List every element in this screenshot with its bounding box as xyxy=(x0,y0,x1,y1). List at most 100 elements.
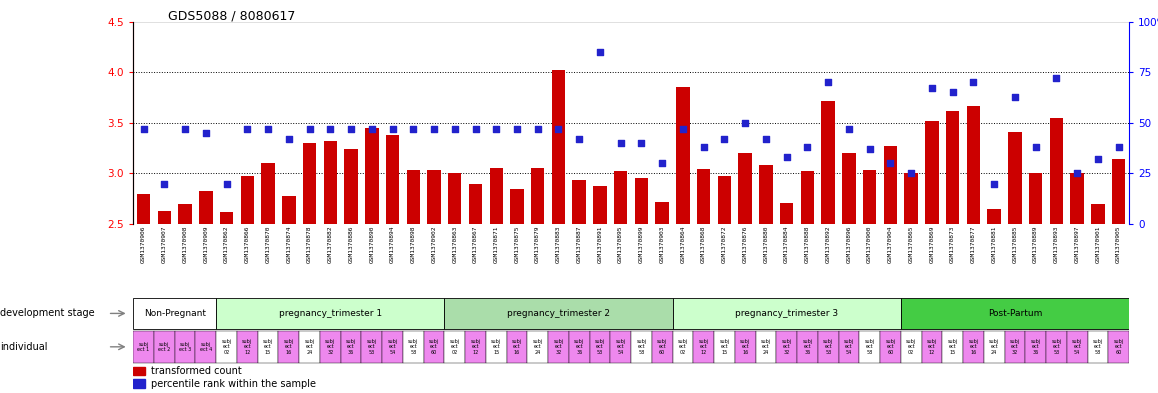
Text: GSM1370896: GSM1370896 xyxy=(846,226,851,263)
Bar xyxy=(365,128,379,224)
Point xyxy=(488,126,506,132)
Bar xyxy=(137,194,151,224)
Bar xyxy=(904,173,918,224)
Bar xyxy=(739,153,752,224)
Bar xyxy=(386,135,400,224)
FancyBboxPatch shape xyxy=(776,331,797,363)
FancyBboxPatch shape xyxy=(1046,331,1067,363)
Text: GSM1370880: GSM1370880 xyxy=(763,226,769,263)
FancyBboxPatch shape xyxy=(755,331,776,363)
Bar xyxy=(220,212,233,224)
Point xyxy=(239,126,257,132)
Point xyxy=(528,126,547,132)
Text: GSM1370903: GSM1370903 xyxy=(660,226,665,263)
Bar xyxy=(1112,159,1126,224)
Bar xyxy=(1091,204,1105,224)
Text: GSM1370866: GSM1370866 xyxy=(244,226,250,263)
Point xyxy=(881,160,900,166)
Text: subj
ect
32: subj ect 32 xyxy=(1010,339,1020,355)
Bar xyxy=(988,209,1001,224)
Point xyxy=(507,126,526,132)
Text: subj
ect
58: subj ect 58 xyxy=(1093,339,1102,355)
Bar xyxy=(448,173,462,224)
Text: GSM1370889: GSM1370889 xyxy=(1033,226,1039,263)
Point xyxy=(362,126,381,132)
FancyBboxPatch shape xyxy=(527,331,548,363)
FancyBboxPatch shape xyxy=(175,331,196,363)
Bar xyxy=(178,204,192,224)
Point xyxy=(632,140,651,146)
Text: GSM1370907: GSM1370907 xyxy=(162,226,167,263)
Text: GDS5088 / 8080617: GDS5088 / 8080617 xyxy=(168,10,295,23)
FancyBboxPatch shape xyxy=(424,331,445,363)
Text: subj
ect
60: subj ect 60 xyxy=(658,339,667,355)
Text: subj
ect
15: subj ect 15 xyxy=(947,339,958,355)
FancyBboxPatch shape xyxy=(278,331,299,363)
Text: individual: individual xyxy=(0,342,47,352)
Point xyxy=(404,126,423,132)
Text: GSM1370875: GSM1370875 xyxy=(514,226,520,263)
Point xyxy=(279,136,298,142)
Text: subj
ect
24: subj ect 24 xyxy=(305,339,315,355)
Point xyxy=(570,136,588,142)
Text: GSM1370864: GSM1370864 xyxy=(681,226,686,263)
Bar xyxy=(863,171,877,224)
FancyBboxPatch shape xyxy=(403,331,424,363)
Point xyxy=(1047,75,1065,81)
Text: subj
ect
12: subj ect 12 xyxy=(470,339,481,355)
FancyBboxPatch shape xyxy=(673,331,694,363)
Text: subj
ect
53: subj ect 53 xyxy=(595,339,604,355)
Text: subj
ect 3: subj ect 3 xyxy=(179,342,191,352)
FancyBboxPatch shape xyxy=(1087,331,1108,363)
FancyBboxPatch shape xyxy=(320,331,340,363)
Point xyxy=(446,126,464,132)
Text: subj
ect
36: subj ect 36 xyxy=(574,339,585,355)
FancyBboxPatch shape xyxy=(217,298,445,329)
Text: subj
ect
16: subj ect 16 xyxy=(284,339,294,355)
Bar xyxy=(676,87,690,224)
Point xyxy=(467,126,485,132)
Point xyxy=(674,126,692,132)
Text: subj
ect
60: subj ect 60 xyxy=(428,339,439,355)
Text: GSM1370902: GSM1370902 xyxy=(432,226,437,263)
Point xyxy=(840,126,858,132)
FancyBboxPatch shape xyxy=(963,331,984,363)
FancyBboxPatch shape xyxy=(1025,331,1046,363)
Text: subj
ect
24: subj ect 24 xyxy=(989,339,999,355)
Point xyxy=(902,170,921,176)
Bar xyxy=(925,121,939,224)
Point xyxy=(695,144,713,150)
Bar xyxy=(697,169,711,224)
Text: GSM1370883: GSM1370883 xyxy=(556,226,560,263)
Bar xyxy=(133,380,145,388)
Bar xyxy=(1049,118,1063,224)
Text: GSM1370879: GSM1370879 xyxy=(535,226,541,263)
Point xyxy=(258,126,277,132)
Text: subj
ect
54: subj ect 54 xyxy=(1072,339,1083,355)
FancyBboxPatch shape xyxy=(652,331,673,363)
Bar xyxy=(133,367,145,375)
FancyBboxPatch shape xyxy=(299,331,320,363)
Point xyxy=(321,126,339,132)
Point xyxy=(611,140,630,146)
Point xyxy=(798,144,816,150)
Text: subj
ect
15: subj ect 15 xyxy=(719,339,730,355)
FancyBboxPatch shape xyxy=(486,331,506,363)
FancyBboxPatch shape xyxy=(548,331,569,363)
Point xyxy=(923,85,941,92)
Point xyxy=(965,79,983,85)
Text: subj
ect
54: subj ect 54 xyxy=(388,339,397,355)
Text: subj
ect
24: subj ect 24 xyxy=(533,339,543,355)
Text: subj
ect
32: subj ect 32 xyxy=(325,339,336,355)
Point xyxy=(736,119,755,126)
FancyBboxPatch shape xyxy=(133,331,154,363)
Text: GSM1370876: GSM1370876 xyxy=(742,226,748,263)
Text: GSM1370892: GSM1370892 xyxy=(826,226,830,263)
Point xyxy=(1068,170,1086,176)
Bar xyxy=(532,168,544,224)
Text: GSM1370894: GSM1370894 xyxy=(390,226,395,263)
Point xyxy=(197,130,215,136)
FancyBboxPatch shape xyxy=(569,331,589,363)
Bar xyxy=(655,202,669,224)
Point xyxy=(777,154,796,160)
